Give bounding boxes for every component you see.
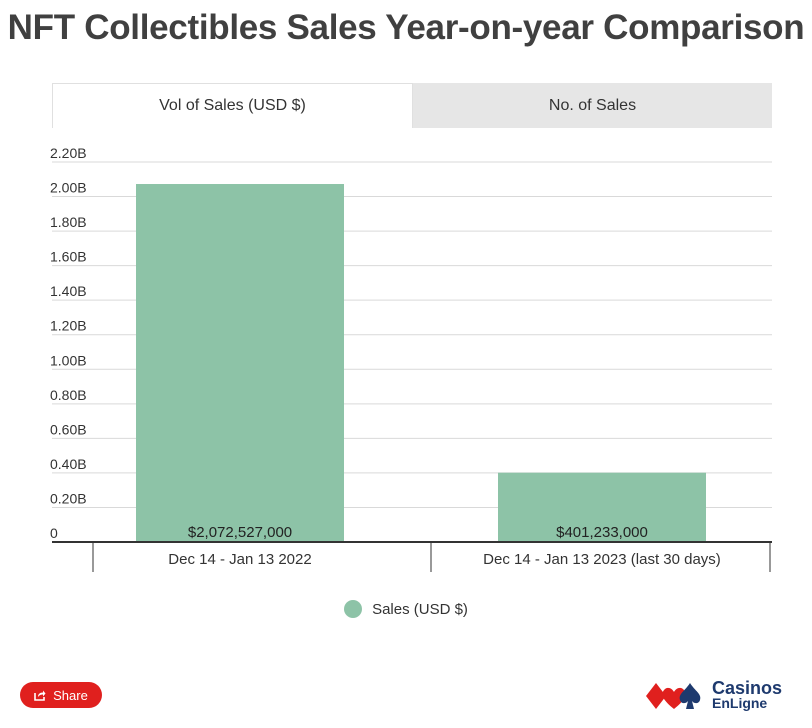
logo-text-casinos: Casinos — [712, 678, 783, 698]
legend: Sales (USD $) — [0, 600, 812, 618]
y-tick-label: 2.00B — [50, 180, 87, 196]
logo-text-enligne: EnLigne — [712, 695, 768, 711]
y-tick-label: 1.80B — [50, 214, 87, 230]
bar — [498, 472, 706, 542]
tab-bar: Vol of Sales (USD $) No. of Sales — [52, 83, 772, 128]
chart-title: NFT Collectibles Sales Year-on-year Comp… — [7, 8, 805, 47]
y-tick-label: 1.20B — [50, 318, 87, 334]
y-tick-label: 0 — [50, 525, 58, 541]
y-tick-label: 0.60B — [50, 421, 87, 437]
y-tick-label: 0.20B — [50, 490, 87, 506]
bar — [136, 184, 344, 542]
y-tick-label: 2.20B — [50, 145, 87, 161]
bar-chart: 0 0.20B 0.40B 0.60B 0.80B 1.00B 1.20B 1.40B 1.60… — [50, 145, 772, 572]
bar-data-label: $401,233,000 — [556, 524, 648, 541]
legend-label: Sales (USD $) — [372, 600, 468, 618]
y-tick-label: 1.60B — [50, 249, 87, 265]
y-tick-label: 1.00B — [50, 352, 87, 368]
y-tick-label: 0.80B — [50, 387, 87, 403]
tab-vol-of-sales[interactable]: Vol of Sales (USD $) — [52, 83, 413, 128]
y-tick-label: 1.40B — [50, 283, 87, 299]
tab-no-of-sales[interactable]: No. of Sales — [548, 96, 637, 114]
y-tick-label: 0.40B — [50, 456, 87, 472]
x-tick-label: Dec 14 - Jan 13 2023 (last 30 days) — [483, 551, 721, 568]
share-button[interactable]: Share — [20, 682, 102, 708]
bar-data-label: $2,072,527,000 — [188, 524, 292, 541]
share-label: Share — [53, 687, 88, 703]
casinos-enligne-logo: Casinos EnLigne — [644, 676, 804, 716]
share-icon — [34, 690, 46, 701]
legend-swatch — [344, 600, 363, 618]
card-suits-icon — [646, 683, 701, 709]
x-tick-label: Dec 14 - Jan 13 2022 — [168, 551, 311, 568]
